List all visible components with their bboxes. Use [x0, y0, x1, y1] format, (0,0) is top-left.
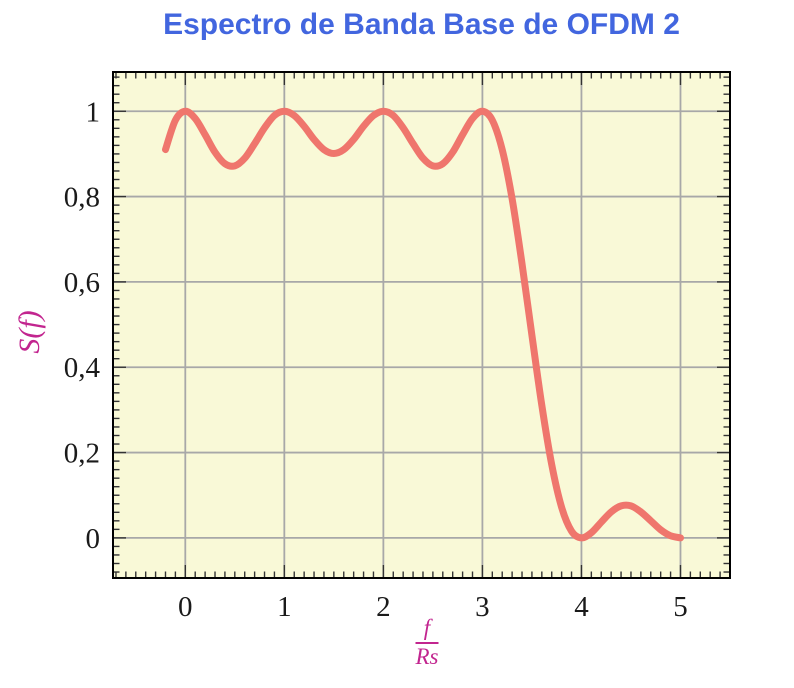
axis-ticks	[113, 72, 730, 578]
x-axis-label-numerator: f	[415, 615, 439, 645]
y-tick-label: 0,8	[64, 182, 100, 214]
x-axis-label-denominator: Rs	[415, 644, 439, 670]
grid-lines	[113, 72, 730, 578]
y-tick-label: 0	[86, 523, 101, 555]
y-tick-label: 0,2	[64, 438, 100, 470]
chart-title: Espectro de Banda Base de OFDM 2	[163, 8, 680, 41]
x-tick-label: 1	[277, 591, 292, 623]
x-axis-label: f Rs	[415, 615, 439, 670]
plot-frame	[112, 71, 731, 579]
x-tick-label: 4	[574, 591, 589, 623]
x-tick-label: 5	[673, 591, 688, 623]
y-tick-label: 0,6	[64, 267, 100, 299]
x-tick-label: 3	[475, 591, 490, 623]
x-tick-label: 2	[376, 591, 391, 623]
spectrum-curve	[162, 107, 684, 542]
tick-labels: 0 1 2 3 4 5 0 0,2 0,4 0,6 0,8 1	[64, 96, 688, 623]
x-tick-label: 0	[178, 591, 193, 623]
y-axis-label: S(f)	[13, 310, 46, 354]
y-tick-label: 0,4	[64, 352, 101, 384]
plot-area	[113, 72, 730, 578]
y-tick-label: 1	[86, 96, 101, 128]
